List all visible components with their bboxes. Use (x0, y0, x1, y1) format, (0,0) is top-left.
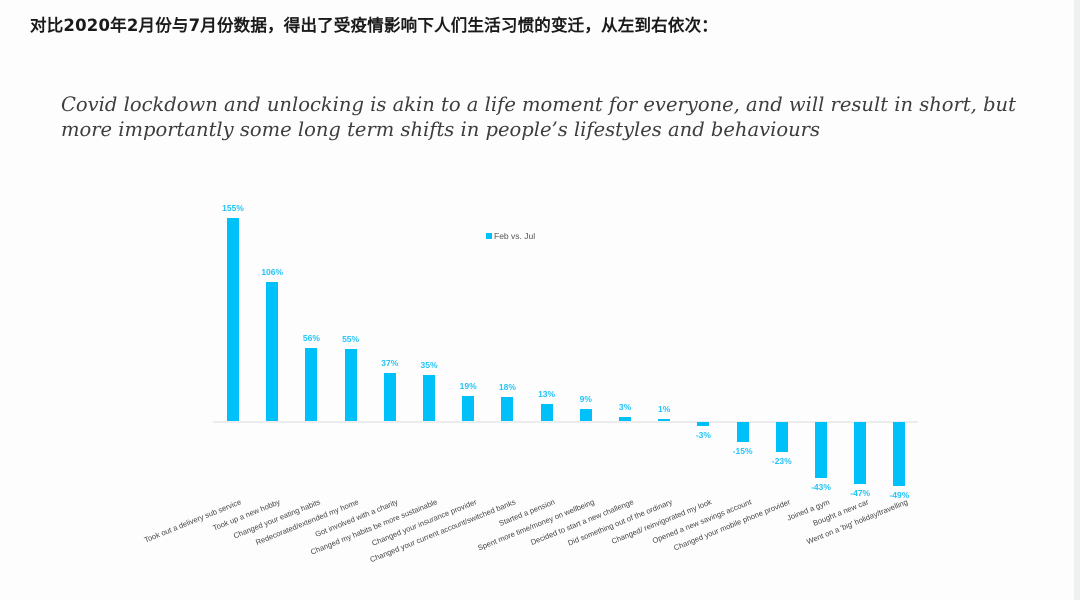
bar (305, 347, 318, 421)
bar (854, 422, 867, 484)
bar-value-label: -47% (850, 487, 871, 498)
bar-value-label: 18% (498, 382, 516, 393)
bar (775, 422, 788, 453)
legend-swatch-icon (486, 233, 492, 239)
bar-value-label: -49% (889, 490, 910, 501)
bar (736, 422, 749, 442)
bar (383, 372, 396, 421)
bar-value-label: 35% (420, 360, 438, 371)
bar-value-label: 3% (618, 402, 632, 413)
bar (344, 348, 357, 421)
bar (540, 403, 553, 421)
bar-value-label: 19% (459, 381, 477, 392)
bar-value-label: 9% (579, 394, 592, 405)
bar (579, 409, 592, 421)
bar (462, 396, 475, 421)
slide-subtitle: Covid lockdown and unlocking is akin to … (61, 93, 1016, 141)
scrollbar-track[interactable] (1074, 0, 1080, 600)
bar (227, 217, 239, 421)
page-title: 对比2020年2月份与7月份数据，得出了受疫情影响下人们生活习惯的变迁，从左到右… (30, 16, 718, 35)
legend-label: Feb vs. Jul (494, 231, 536, 241)
bar (423, 375, 435, 421)
bar-value-label: -3% (695, 429, 711, 440)
bar-value-label: -15% (732, 445, 753, 456)
bar-value-label: 37% (381, 357, 399, 368)
bar-value-label: 106% (261, 267, 284, 278)
bar (893, 422, 906, 487)
bar (658, 419, 671, 421)
bar (697, 422, 710, 426)
bar (619, 417, 631, 421)
zero-baseline (213, 421, 918, 423)
bar-value-label: 13% (538, 388, 556, 399)
chart-legend: Feb vs. Jul (486, 231, 535, 241)
bar (815, 422, 827, 479)
bar-value-label: 1% (658, 404, 671, 414)
bar-value-label: 55% (342, 333, 360, 344)
bar-value-label: 56% (302, 332, 320, 343)
bar-value-label: -43% (811, 482, 831, 493)
bar (266, 282, 279, 421)
bar-value-label: 155% (222, 202, 244, 213)
bar (501, 397, 514, 421)
bar-value-label: -23% (771, 456, 792, 467)
